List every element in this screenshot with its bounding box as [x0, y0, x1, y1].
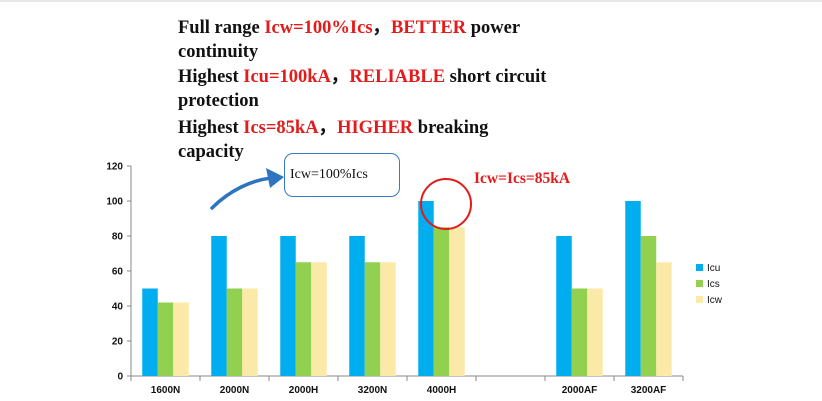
callout-arrow-icon	[210, 176, 274, 210]
highlight-circle	[420, 178, 472, 230]
headline-line1: Highest Ics=85kA，HIGHER breaking	[178, 118, 489, 138]
bar-ics	[571, 288, 588, 376]
x-tick-label: 4000H	[427, 385, 456, 396]
headline-line1: Highest Icu=100kA，RELIABLE short circuit	[178, 67, 547, 87]
bar-icw	[656, 262, 672, 376]
bar-icw	[380, 262, 396, 376]
headline-line2: continuity	[178, 42, 259, 62]
bar-icu	[625, 201, 641, 376]
headline-line2: protection	[178, 91, 259, 111]
bar-icw	[587, 288, 603, 376]
callout-text: Icw=100%Ics	[290, 167, 368, 182]
x-tick-label: 3200N	[358, 385, 387, 396]
x-tick-label: 3200AF	[631, 385, 667, 396]
y-tick-labels: 0 20 40 60 80 100 120	[106, 162, 123, 383]
bar-icu	[280, 236, 296, 376]
y-tick-label: 120	[106, 162, 123, 173]
bar-icu	[418, 201, 434, 376]
legend-label: Icu	[707, 263, 720, 274]
bar-icu	[349, 236, 365, 376]
legend-swatch	[696, 296, 703, 303]
x-tick-labels: 1600N 2000N 2000H 3200N 4000H 2000AF 3200AF	[151, 385, 667, 396]
bar-icu	[142, 288, 158, 376]
annotation-text: Icw=Ics=85kA	[474, 170, 571, 187]
y-tick-label: 80	[112, 232, 124, 243]
y-tick-label: 20	[112, 337, 124, 348]
bar-ics	[364, 262, 381, 376]
chart-legend: Icu Ics Icw	[696, 263, 723, 306]
headline-icw: Full range Icw=100%Ics，BETTER power cont…	[178, 16, 520, 64]
bar-icw	[311, 262, 327, 376]
headline-icu: Highest Icu=100kA，RELIABLE short circuit…	[178, 65, 546, 113]
arrow-head-icon	[266, 168, 284, 188]
bar-ics	[226, 288, 243, 376]
bar-icw	[173, 302, 189, 376]
x-tick-label: 2000H	[289, 385, 318, 396]
bar-ics	[295, 262, 312, 376]
x-tick-label: 2000AF	[562, 385, 598, 396]
y-tick-label: 60	[112, 267, 124, 278]
bar-icu	[556, 236, 572, 376]
bar-icu	[211, 236, 227, 376]
callout-box: Icw=100%Ics	[284, 153, 400, 197]
bar-ics	[157, 302, 174, 376]
headline-line2: capacity	[178, 142, 244, 162]
legend-label: Icw	[707, 295, 723, 306]
bar-icw	[242, 288, 258, 376]
legend-swatch	[696, 264, 703, 271]
legend-label: Ics	[707, 279, 720, 290]
y-tick-label: 100	[106, 197, 123, 208]
bar-ics	[433, 227, 450, 376]
chart-bars	[142, 201, 672, 376]
headline-line1: Full range Icw=100%Ics，BETTER power	[178, 18, 521, 38]
x-tick-label: 2000N	[220, 385, 249, 396]
legend-swatch	[696, 280, 703, 287]
bar-ics	[640, 236, 657, 376]
bar-icw	[449, 227, 465, 376]
headline-ics: Highest Ics=85kA，HIGHER breaking capacit…	[178, 116, 488, 164]
y-tick-label: 40	[112, 302, 124, 313]
top-rule	[0, 0, 822, 2]
y-tick-label: 0	[117, 372, 123, 383]
x-tick-label: 1600N	[151, 385, 180, 396]
